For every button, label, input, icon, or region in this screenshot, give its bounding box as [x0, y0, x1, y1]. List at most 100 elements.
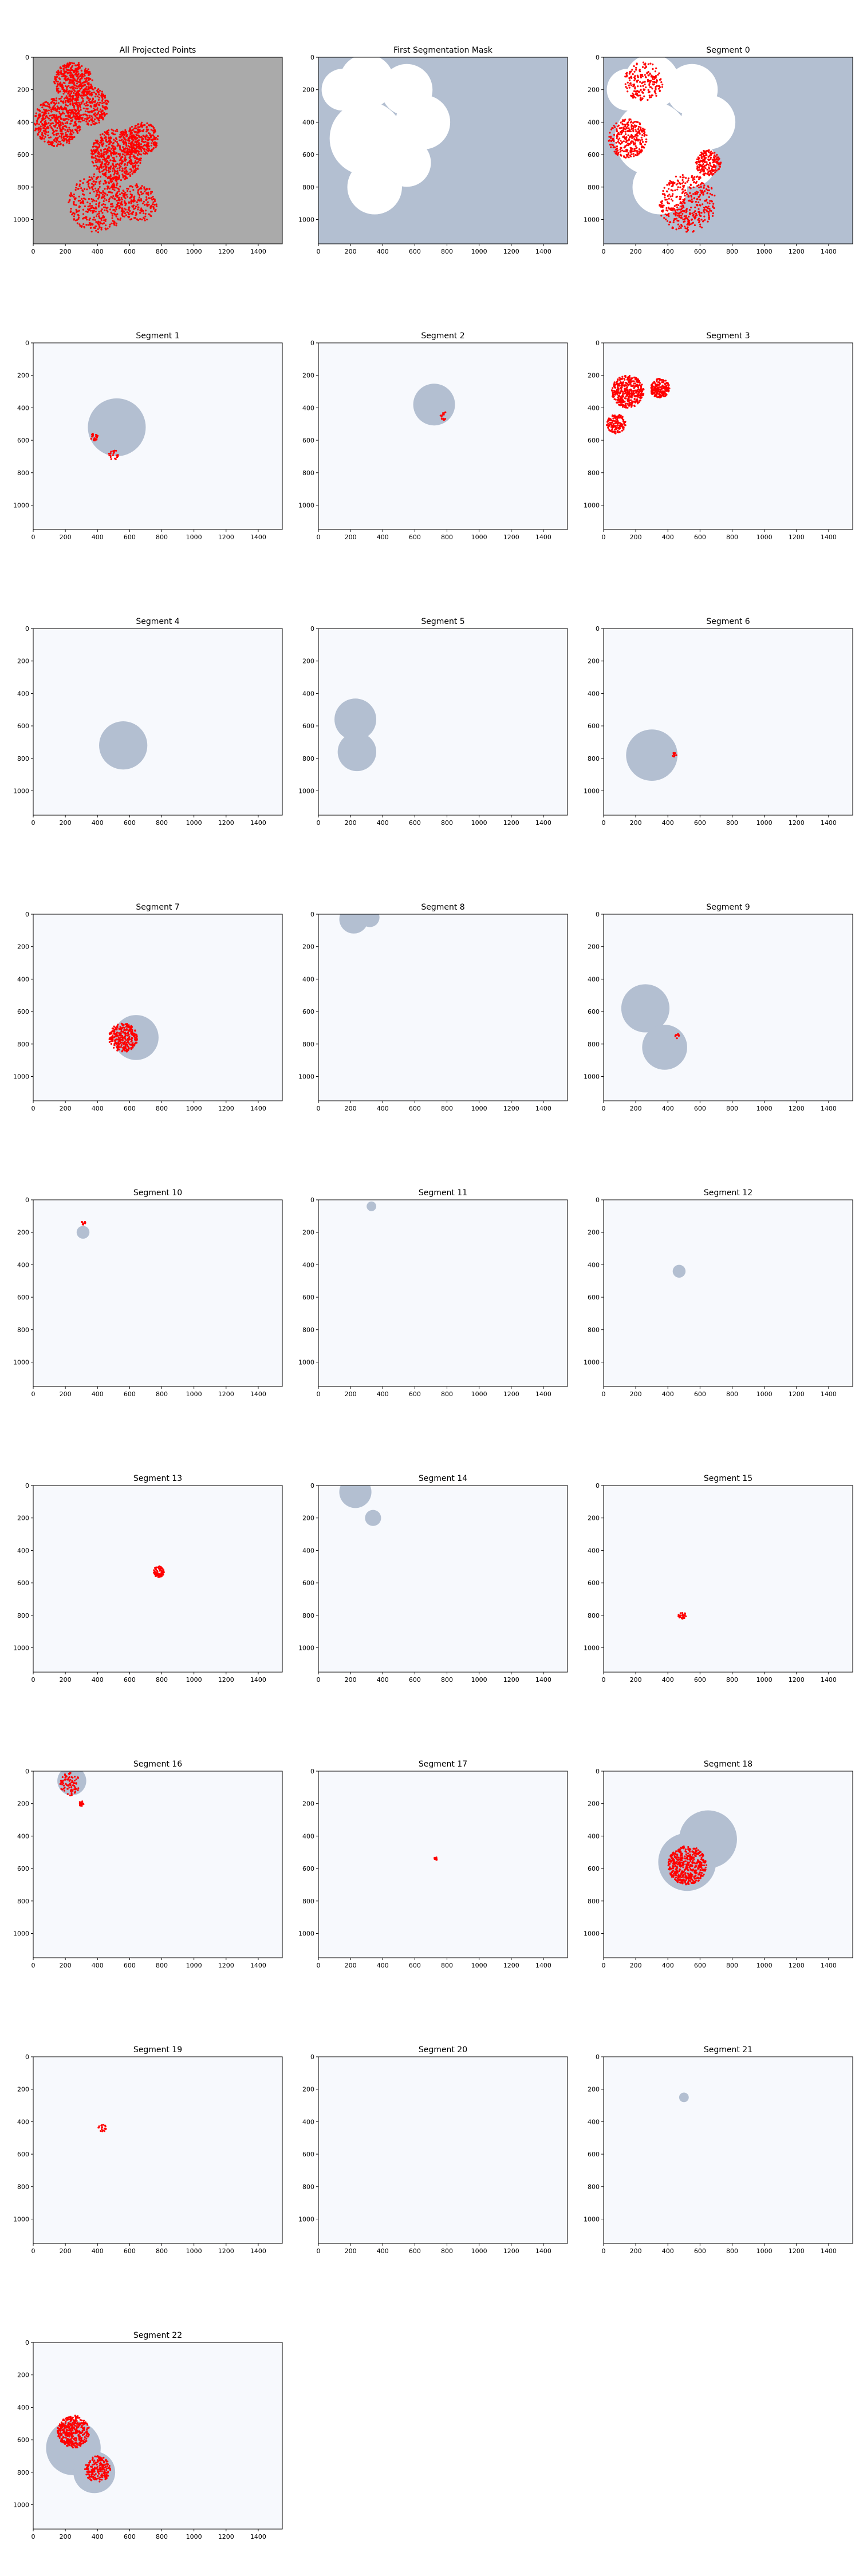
x-tick-label: 0 [317, 1390, 321, 1398]
y-tick-label: 200 [302, 943, 314, 951]
x-tick-label: 400 [662, 2247, 674, 2255]
y-tick-label: 200 [302, 1515, 314, 1522]
y-tick-label: 1000 [584, 1644, 600, 1652]
y-tick-label: 0 [25, 911, 29, 918]
x-tick-label: 200 [345, 1390, 357, 1398]
subplot-2: 0 200 400 600 800 1000 1200 1400 0 200 400 600 800 10… [584, 46, 853, 255]
subplot-18: 0 200 400 600 800 1000 1200 1400 0 200 400 600 800 10… [13, 1760, 283, 1969]
plot-background [33, 57, 282, 244]
x-tick-label: 400 [662, 1676, 674, 1684]
x-tick-label: 400 [92, 819, 104, 827]
y-tick-label: 200 [17, 86, 29, 94]
y-tick-label: 800 [302, 1612, 314, 1619]
y-tick-label: 200 [17, 943, 29, 951]
x-tick-label: 1000 [756, 1676, 773, 1684]
x-tick-label: 1200 [789, 534, 805, 541]
x-tick-label: 0 [602, 534, 606, 541]
x-tick-label: 200 [60, 1390, 72, 1398]
x-tick-label: 400 [377, 248, 389, 255]
x-tick-label: 1000 [471, 248, 487, 255]
x-tick-label: 1000 [471, 1962, 487, 1969]
subplot-title: Segment 17 [419, 1760, 467, 1769]
y-tick-label: 600 [588, 1865, 600, 1872]
x-tick-label: 1000 [756, 248, 773, 255]
x-tick-label: 600 [694, 1962, 706, 1969]
x-tick-label: 800 [441, 1676, 453, 1684]
plot-background [604, 1771, 853, 1958]
x-tick-label: 400 [92, 1676, 104, 1684]
x-tick-label: 200 [60, 819, 72, 827]
y-tick-label: 0 [25, 1196, 29, 1204]
y-tick-label: 400 [302, 118, 314, 126]
x-tick-label: 1200 [218, 2533, 234, 2541]
x-tick-label: 200 [60, 2533, 72, 2541]
plot-frame [318, 2056, 568, 2244]
x-tick-label: 1400 [250, 2247, 266, 2255]
x-tick-label: 1200 [503, 248, 519, 255]
subplot-23: 0 200 400 600 800 1000 1200 1400 0 200 400 600 800 10… [584, 2045, 853, 2255]
y-tick-label: 800 [588, 755, 600, 762]
subplot-title: Segment 15 [704, 1474, 752, 1483]
x-tick-label: 1400 [535, 1390, 551, 1398]
x-tick-label: 200 [345, 2247, 357, 2255]
x-tick-label: 200 [345, 1962, 357, 1969]
y-tick-label: 200 [302, 1229, 314, 1236]
y-tick-label: 200 [17, 1800, 29, 1808]
x-tick-label: 600 [694, 248, 706, 255]
y-tick-label: 1000 [584, 1358, 600, 1366]
x-tick-label: 200 [345, 534, 357, 541]
plot-background [33, 1200, 282, 1386]
y-tick-label: 400 [588, 404, 600, 412]
x-tick-label: 1000 [186, 1105, 202, 1112]
subplot-7: 0 200 400 600 800 1000 1200 1400 0 200 400 600 800 10… [298, 617, 568, 827]
x-tick-label: 600 [124, 819, 136, 827]
plot-frame [33, 628, 283, 816]
y-tick-label: 600 [588, 151, 600, 159]
x-tick-label: 1400 [821, 2247, 837, 2255]
y-tick-label: 0 [310, 1196, 314, 1204]
y-tick-label: 800 [302, 1326, 314, 1334]
y-tick-label: 200 [302, 2086, 314, 2093]
y-tick-label: 400 [302, 404, 314, 412]
x-tick-label: 0 [317, 2247, 321, 2255]
y-tick-label: 1000 [584, 501, 600, 509]
y-tick-label: 200 [17, 372, 29, 380]
x-tick-label: 0 [602, 1390, 606, 1398]
x-tick-label: 0 [31, 1105, 36, 1112]
subplot-8: 0 200 400 600 800 1000 1200 1400 0 200 400 600 800 10… [584, 617, 853, 827]
y-tick-label: 0 [310, 1482, 314, 1490]
x-tick-label: 600 [124, 2247, 136, 2255]
plot-frame [603, 914, 853, 1101]
x-tick-label: 1000 [471, 534, 487, 541]
x-tick-label: 1400 [535, 248, 551, 255]
subplot-13: 0 200 400 600 800 1000 1200 1400 0 200 400 600 800 10… [298, 1188, 568, 1398]
y-tick-label: 1000 [13, 1073, 29, 1080]
subplot-title: Segment 6 [706, 617, 750, 626]
subplot-20: 0 200 400 600 800 1000 1200 1400 0 200 400 600 800 10… [584, 1760, 853, 1969]
x-tick-label: 400 [662, 248, 674, 255]
x-tick-label: 400 [92, 1962, 104, 1969]
x-tick-label: 1200 [789, 1390, 805, 1398]
y-tick-label: 800 [17, 2469, 29, 2476]
y-tick-label: 0 [310, 625, 314, 633]
subplot-title: Segment 20 [419, 2045, 467, 2055]
x-tick-label: 1200 [789, 1676, 805, 1684]
x-tick-label: 1000 [756, 1390, 773, 1398]
x-tick-label: 200 [60, 1676, 72, 1684]
y-tick-label: 1000 [298, 1073, 314, 1080]
y-tick-label: 400 [302, 2118, 314, 2125]
y-tick-label: 1000 [298, 2215, 314, 2223]
x-tick-label: 600 [694, 1390, 706, 1398]
y-tick-label: 400 [302, 1547, 314, 1554]
x-tick-label: 200 [630, 1676, 642, 1684]
y-tick-label: 800 [588, 1898, 600, 1905]
subplot-title: Segment 4 [136, 617, 179, 626]
y-tick-label: 400 [17, 1261, 29, 1269]
subplot-3: 0 200 400 600 800 1000 1200 1400 0 200 400 600 800 10… [13, 331, 283, 541]
x-tick-label: 800 [441, 2247, 453, 2255]
x-tick-label: 1200 [503, 2247, 519, 2255]
subplot-12: 0 200 400 600 800 1000 1200 1400 0 200 400 600 800 10… [13, 1188, 283, 1398]
y-tick-label: 1000 [298, 216, 314, 223]
x-tick-label: 200 [630, 1962, 642, 1969]
